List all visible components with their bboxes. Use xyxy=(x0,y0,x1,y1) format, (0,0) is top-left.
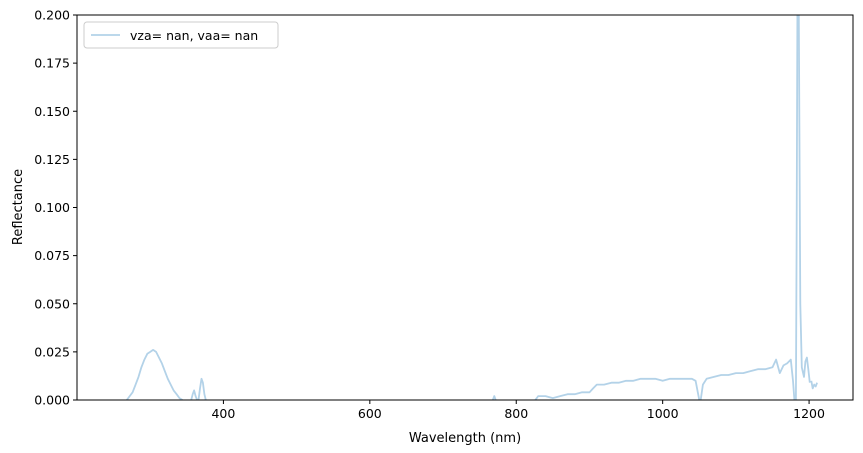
series-line-segment xyxy=(699,358,796,400)
series-line-segment xyxy=(190,389,198,400)
x-tick-label: 600 xyxy=(358,406,382,421)
plot-background xyxy=(77,15,853,400)
series-layer xyxy=(126,15,818,400)
x-tick-label: 400 xyxy=(211,406,235,421)
y-tick-label: 0.100 xyxy=(34,200,70,215)
y-axis-title: Reflectance xyxy=(11,169,26,245)
y-tick-label: 0.000 xyxy=(34,393,70,408)
y-tick-label: 0.200 xyxy=(34,8,70,23)
legend-label: vza= nan, vaa= nan xyxy=(130,28,258,43)
series-line-segment xyxy=(795,15,799,400)
series-line-segment xyxy=(810,380,818,390)
y-tick-label: 0.025 xyxy=(34,344,70,359)
series-line-segment xyxy=(197,377,207,400)
y-tick-label: 0.050 xyxy=(34,296,70,311)
x-tick-label: 1000 xyxy=(647,406,679,421)
y-tick-label: 0.150 xyxy=(34,104,70,119)
series-line-segment xyxy=(797,15,811,383)
legend: vza= nan, vaa= nan xyxy=(83,21,279,49)
series-line-segment xyxy=(126,349,183,400)
y-tick-label: 0.075 xyxy=(34,248,70,263)
legend-box xyxy=(83,21,279,49)
x-tick-label: 1200 xyxy=(793,406,825,421)
x-tick-label: 800 xyxy=(504,406,528,421)
x-axis-ticks: 400 600 800 1000 1200 xyxy=(211,400,825,421)
y-tick-label: 0.175 xyxy=(34,56,70,71)
series-line-segment xyxy=(534,377,701,400)
series-line-segment xyxy=(491,395,497,400)
x-axis-title: Wavelength (nm) xyxy=(409,431,521,446)
y-tick-label: 0.125 xyxy=(34,152,70,167)
y-axis-ticks: 0.000 0.025 0.050 0.075 0.100 0.125 0.150 0.175… xyxy=(34,8,77,408)
